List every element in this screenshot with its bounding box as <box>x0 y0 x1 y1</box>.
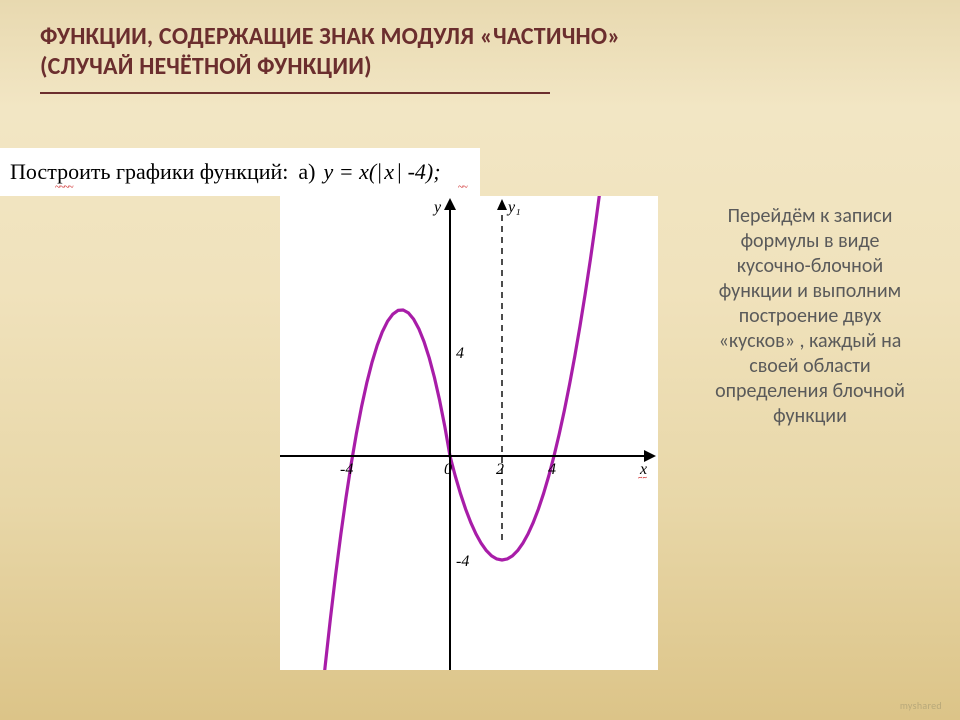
spellcheck-squiggle-icon: ~~ <box>458 182 467 193</box>
svg-text:2: 2 <box>496 461 504 478</box>
title-underline <box>40 92 550 94</box>
svg-text:4: 4 <box>548 461 556 478</box>
explanation-text: Перейдём к записи формулы в виде кусочно… <box>710 204 910 429</box>
formula-label: а) <box>298 159 315 185</box>
formula-equation: y = x(|x| -4); <box>323 159 440 185</box>
svg-text:-4: -4 <box>340 461 353 478</box>
title-line-2: (СЛУЧАЙ НЕЧЁТНОЙ ФУНКЦИИ) <box>40 52 920 82</box>
graph-svg: -40244-4xyy₁~~ <box>280 196 658 670</box>
svg-text:y₁: y₁ <box>506 199 521 216</box>
formula-strip: Построить графики функций: а) y = x(|x| … <box>0 148 480 196</box>
watermark: myshared <box>900 699 942 712</box>
svg-text:0: 0 <box>444 461 452 478</box>
svg-text:-4: -4 <box>456 553 469 570</box>
svg-text:4: 4 <box>456 345 464 362</box>
svg-text:~~: ~~ <box>638 472 647 483</box>
spellcheck-squiggle-icon: ~~~~ <box>55 182 73 193</box>
function-graph: -40244-4xyy₁~~ <box>280 196 658 670</box>
svg-text:y: y <box>432 199 442 216</box>
formula-lead: Построить графики функций: <box>10 159 288 185</box>
title-line-1: ФУНКЦИИ, СОДЕРЖАЩИЕ ЗНАК МОДУЛЯ «ЧАСТИЧН… <box>40 22 920 52</box>
slide-title-block: ФУНКЦИИ, СОДЕРЖАЩИЕ ЗНАК МОДУЛЯ «ЧАСТИЧН… <box>0 0 960 94</box>
